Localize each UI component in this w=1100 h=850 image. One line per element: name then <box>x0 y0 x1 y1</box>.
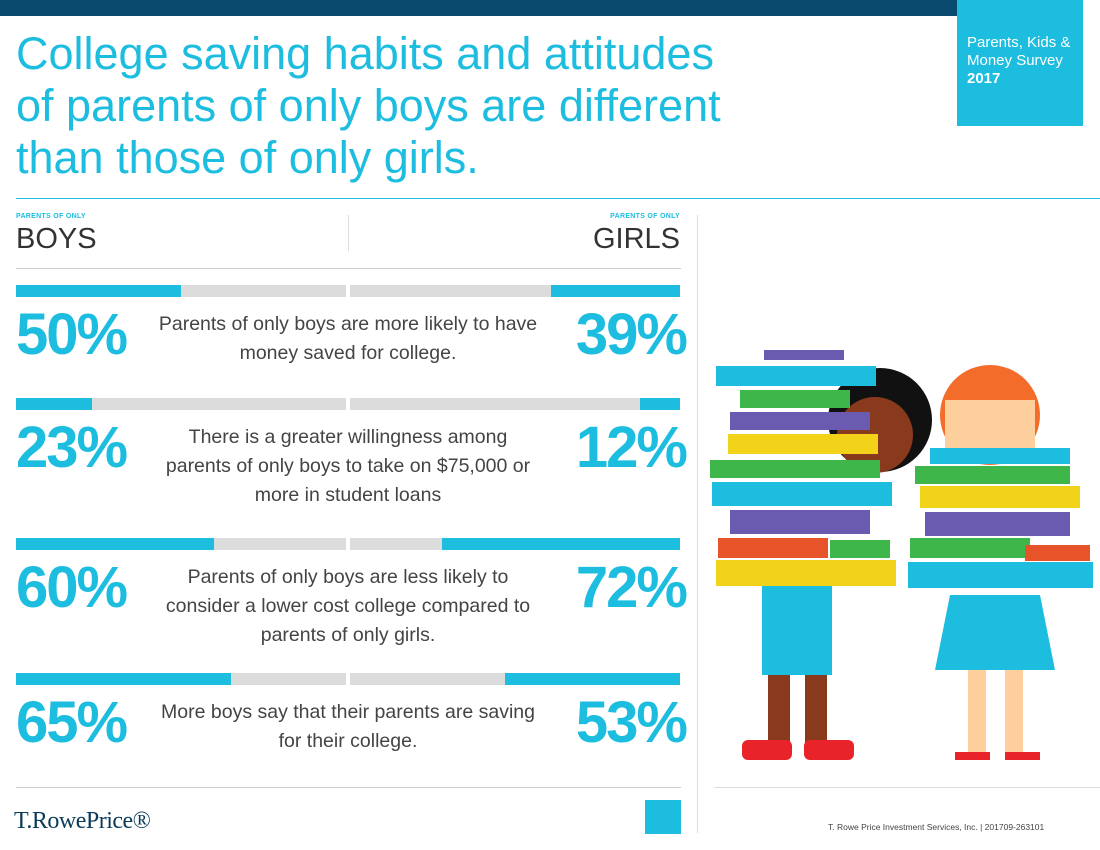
boys-bar <box>16 285 181 297</box>
column-head: BOYS <box>16 223 97 255</box>
column-head: GIRLS <box>592 223 680 255</box>
girls-stat: 39% <box>575 302 688 367</box>
leg <box>768 675 790 745</box>
rule <box>16 198 1100 199</box>
leg <box>805 675 827 745</box>
badge-year: 2017 <box>967 70 1001 87</box>
statement: More boys say that their parents are sav… <box>161 701 535 752</box>
girls-stat: 53% <box>575 690 688 755</box>
divider <box>348 215 349 251</box>
rule <box>714 787 1100 788</box>
kicker: PARENTS OF ONLY <box>16 213 86 220</box>
statement: Parents of only boys are more likely to … <box>158 313 538 364</box>
shoe <box>955 752 990 760</box>
statement: Parents of only boys are less likely to … <box>165 566 531 646</box>
boys-stat: 23% <box>16 415 128 480</box>
boys-stat: 60% <box>16 555 128 620</box>
shoe <box>742 740 792 760</box>
boys-bar <box>16 673 231 685</box>
kicker: PARENTS OF ONLY <box>610 213 680 220</box>
divider <box>697 215 698 833</box>
owl-icon <box>645 800 681 834</box>
boys-bar <box>16 538 214 550</box>
bar-track <box>350 398 680 410</box>
girls-bar <box>442 538 680 550</box>
bar-track <box>16 398 346 410</box>
rule <box>16 787 681 788</box>
girls-bar <box>505 673 680 685</box>
boys-stat: 65% <box>16 690 128 755</box>
leg <box>968 670 986 755</box>
top-bar <box>0 0 957 16</box>
illustration <box>710 350 1093 760</box>
girls-bar <box>551 285 680 297</box>
girls-bar <box>640 398 680 410</box>
title: College saving habits and attitudes of p… <box>16 28 721 183</box>
logo: T.RowePrice® <box>14 808 151 834</box>
footnote: T. Rowe Price Investment Services, Inc. … <box>828 822 1045 832</box>
shorts <box>762 580 832 675</box>
boys-stat: 50% <box>16 302 128 367</box>
statement: There is a greater willingness among par… <box>165 426 531 506</box>
shoe <box>804 740 854 760</box>
boys-bar <box>16 398 92 410</box>
book-stack <box>908 448 1093 588</box>
survey-badge: Parents, Kids & Money Survey 2017 <box>957 0 1083 126</box>
badge-text: Parents, Kids & Money Survey <box>967 34 1071 69</box>
rule <box>16 268 681 269</box>
shoe <box>1005 752 1040 760</box>
girls-stat: 12% <box>575 415 688 480</box>
leg <box>1005 670 1023 755</box>
girls-stat: 72% <box>575 555 688 620</box>
dress <box>935 595 1055 670</box>
book-stack <box>710 350 896 586</box>
